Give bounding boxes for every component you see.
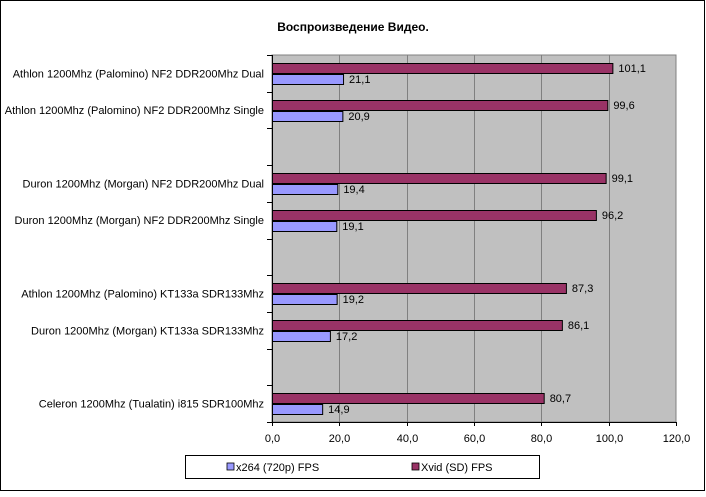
bar-xvid xyxy=(272,283,567,294)
bar-x264 xyxy=(272,331,331,342)
legend-label-xvid: Xvid (SD) FPS xyxy=(421,462,493,474)
data-label-xvid: 87,3 xyxy=(572,283,593,295)
bar-xvid xyxy=(272,320,563,331)
bar-xvid xyxy=(272,210,597,221)
data-label-x264: 20,9 xyxy=(348,111,369,123)
data-label-x264: 21,1 xyxy=(349,74,370,86)
category-label: Athlon 1200Mhz (Palomino) NF2 DDR200Mhz … xyxy=(13,68,264,80)
bar-x264 xyxy=(272,221,338,232)
data-label-xvid: 99,1 xyxy=(612,173,633,185)
bar-xvid xyxy=(272,173,607,184)
data-label-x264: 19,2 xyxy=(343,294,364,306)
bar-xvid xyxy=(272,63,614,74)
category-label: Celeron 1200Mhz (Tualatin) i815 SDR100Mh… xyxy=(39,399,264,411)
data-label-x264: 19,1 xyxy=(342,221,363,233)
category-label: Duron 1200Mhz (Morgan) NF2 DDR200Mhz Dua… xyxy=(23,178,264,190)
bar-x264 xyxy=(272,184,339,195)
legend-swatch-xvid xyxy=(411,462,420,471)
bar-x264 xyxy=(272,111,344,122)
bar-x264 xyxy=(272,404,324,415)
x-tick-label: 60,0 xyxy=(464,433,485,445)
legend-label-x264: x264 (720p) FPS xyxy=(236,462,319,474)
data-label-xvid: 99,6 xyxy=(613,100,634,112)
legend-box xyxy=(185,455,540,479)
category-label: Athlon 1200Mhz (Palomino) NF2 DDR200Mhz … xyxy=(5,105,264,117)
data-label-x264: 17,2 xyxy=(336,331,357,343)
bar-xvid xyxy=(272,100,609,111)
data-label-x264: 19,4 xyxy=(343,184,364,196)
bar-xvid xyxy=(272,393,545,404)
data-label-xvid: 86,1 xyxy=(568,320,589,332)
x-tick-label: 80,0 xyxy=(531,433,552,445)
category-label: Duron 1200Mhz (Morgan) NF2 DDR200Mhz Sin… xyxy=(15,215,264,227)
x-tick-label: 120,0 xyxy=(663,433,691,445)
data-label-xvid: 101,1 xyxy=(618,63,646,75)
category-label: Athlon 1200Mhz (Palomino) KT133a SDR133M… xyxy=(21,289,264,301)
legend: x264 (720p) FPS Xvid (SD) FPS xyxy=(185,455,540,479)
chart-title: Воспроизведение Видео. xyxy=(277,20,429,34)
legend-swatch-x264 xyxy=(226,462,235,471)
bar-x264 xyxy=(272,74,345,85)
x-tick-label: 40,0 xyxy=(397,433,418,445)
data-label-xvid: 96,2 xyxy=(602,210,623,222)
bar-x264 xyxy=(272,294,338,305)
x-tick-label: 100,0 xyxy=(596,433,624,445)
x-tick-label: 20,0 xyxy=(329,433,350,445)
x-tick-label: 0,0 xyxy=(265,433,280,445)
category-label: Duron 1200Mhz (Morgan) KT133a SDR133Mhz xyxy=(31,325,264,337)
data-label-xvid: 80,7 xyxy=(550,393,571,405)
data-label-x264: 14,9 xyxy=(328,404,349,416)
